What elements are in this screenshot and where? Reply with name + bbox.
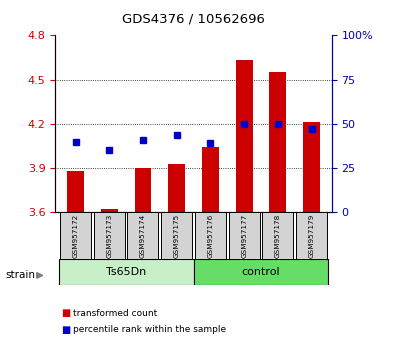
Bar [229,212,260,260]
Text: GDS4376 / 10562696: GDS4376 / 10562696 [122,12,265,25]
Bar [161,212,192,260]
Bar [236,61,252,212]
Bar [194,259,328,285]
Text: control: control [242,267,280,277]
Text: GSM957174: GSM957174 [140,214,146,258]
Bar [59,259,194,285]
Bar [67,171,84,212]
Text: GSM957175: GSM957175 [174,214,180,258]
Text: GSM957173: GSM957173 [106,214,112,258]
Text: GSM957176: GSM957176 [207,214,213,258]
Bar [269,72,286,212]
Text: GSM957177: GSM957177 [241,214,247,258]
Bar [303,122,320,212]
Text: transformed count: transformed count [73,309,157,318]
Text: Ts65Dn: Ts65Dn [106,267,146,277]
Text: strain: strain [6,270,36,280]
Bar [202,148,219,212]
Text: GSM957178: GSM957178 [275,214,281,258]
Bar [168,164,185,212]
Bar [128,212,158,260]
Bar [101,210,118,212]
Bar [262,212,293,260]
Text: percentile rank within the sample: percentile rank within the sample [73,325,226,335]
Text: ■: ■ [61,308,70,318]
Bar [135,168,151,212]
Bar [296,212,327,260]
Bar [94,212,125,260]
Bar [60,212,91,260]
Text: GSM957179: GSM957179 [308,214,314,258]
Bar [195,212,226,260]
Text: GSM957172: GSM957172 [73,214,79,258]
Text: ■: ■ [61,325,70,335]
